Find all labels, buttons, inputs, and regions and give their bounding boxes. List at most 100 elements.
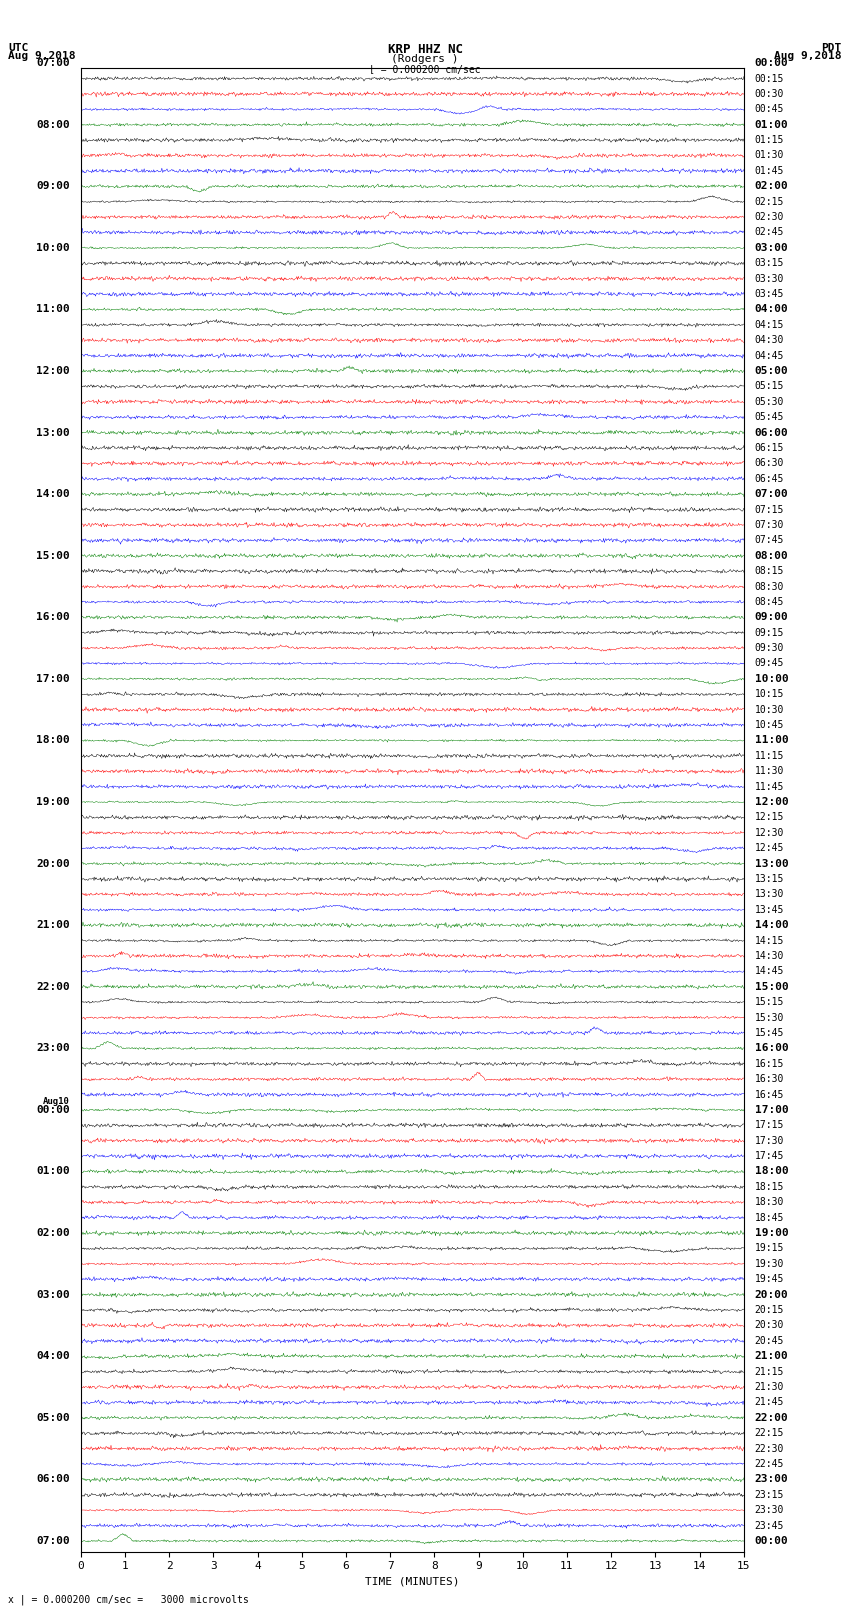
Text: 14:00: 14:00 (755, 919, 789, 931)
Text: 07:00: 07:00 (36, 58, 70, 68)
Text: 11:15: 11:15 (755, 750, 785, 761)
Text: 17:30: 17:30 (755, 1136, 785, 1145)
Text: 10:00: 10:00 (755, 674, 789, 684)
Text: 14:30: 14:30 (755, 952, 785, 961)
Text: 10:45: 10:45 (755, 719, 785, 731)
Text: 20:45: 20:45 (755, 1336, 785, 1345)
Text: 14:00: 14:00 (36, 489, 70, 498)
Text: 02:00: 02:00 (36, 1227, 70, 1239)
Text: 00:00: 00:00 (755, 1536, 789, 1545)
Text: 00:45: 00:45 (755, 105, 785, 115)
Text: 18:15: 18:15 (755, 1182, 785, 1192)
Text: x | = 0.000200 cm/sec =   3000 microvolts: x | = 0.000200 cm/sec = 3000 microvolts (8, 1594, 249, 1605)
Text: 06:45: 06:45 (755, 474, 785, 484)
Text: 12:00: 12:00 (36, 366, 70, 376)
Text: 07:30: 07:30 (755, 519, 785, 531)
Text: 09:00: 09:00 (36, 181, 70, 192)
Text: 01:00: 01:00 (36, 1166, 70, 1176)
Text: 23:45: 23:45 (755, 1521, 785, 1531)
Text: 12:45: 12:45 (755, 844, 785, 853)
Text: 10:15: 10:15 (755, 689, 785, 700)
Text: 04:15: 04:15 (755, 319, 785, 329)
Text: 05:30: 05:30 (755, 397, 785, 406)
Text: 19:15: 19:15 (755, 1244, 785, 1253)
Text: 19:45: 19:45 (755, 1274, 785, 1284)
Text: 17:15: 17:15 (755, 1121, 785, 1131)
Text: 01:45: 01:45 (755, 166, 785, 176)
Text: 05:15: 05:15 (755, 381, 785, 392)
Text: 01:15: 01:15 (755, 135, 785, 145)
Text: 18:00: 18:00 (755, 1166, 789, 1176)
Text: UTC: UTC (8, 44, 29, 53)
Text: 07:00: 07:00 (755, 489, 789, 498)
Text: 17:00: 17:00 (36, 674, 70, 684)
Text: 13:00: 13:00 (755, 858, 789, 869)
Text: 14:45: 14:45 (755, 966, 785, 976)
Text: 21:00: 21:00 (36, 919, 70, 931)
Text: 03:45: 03:45 (755, 289, 785, 298)
Text: (Rodgers ): (Rodgers ) (391, 53, 459, 65)
Text: 15:45: 15:45 (755, 1027, 785, 1037)
Text: 03:00: 03:00 (755, 244, 789, 253)
Text: 08:45: 08:45 (755, 597, 785, 606)
Text: 09:15: 09:15 (755, 627, 785, 637)
Text: 04:30: 04:30 (755, 336, 785, 345)
Text: 23:00: 23:00 (36, 1044, 70, 1053)
Text: 05:00: 05:00 (36, 1413, 70, 1423)
Text: 16:00: 16:00 (36, 613, 70, 623)
Text: 11:45: 11:45 (755, 782, 785, 792)
Text: 00:15: 00:15 (755, 74, 785, 84)
Text: 10:30: 10:30 (755, 705, 785, 715)
Text: 08:00: 08:00 (36, 119, 70, 129)
Text: 14:15: 14:15 (755, 936, 785, 945)
Text: 22:00: 22:00 (36, 982, 70, 992)
Text: 18:45: 18:45 (755, 1213, 785, 1223)
Text: 12:15: 12:15 (755, 813, 785, 823)
Text: 22:15: 22:15 (755, 1428, 785, 1439)
Text: 02:00: 02:00 (755, 181, 789, 192)
Text: 04:00: 04:00 (755, 305, 789, 315)
Text: 13:15: 13:15 (755, 874, 785, 884)
Text: Aug 9,2018: Aug 9,2018 (8, 50, 76, 61)
Text: 20:30: 20:30 (755, 1321, 785, 1331)
Text: 05:45: 05:45 (755, 413, 785, 423)
X-axis label: TIME (MINUTES): TIME (MINUTES) (365, 1578, 460, 1587)
Text: 20:00: 20:00 (755, 1290, 789, 1300)
Text: 08:00: 08:00 (755, 550, 789, 561)
Text: 09:00: 09:00 (755, 613, 789, 623)
Text: 13:00: 13:00 (36, 427, 70, 437)
Text: 06:15: 06:15 (755, 444, 785, 453)
Text: 02:15: 02:15 (755, 197, 785, 206)
Text: 04:00: 04:00 (36, 1352, 70, 1361)
Text: 08:15: 08:15 (755, 566, 785, 576)
Text: 06:00: 06:00 (755, 427, 789, 437)
Text: 16:00: 16:00 (755, 1044, 789, 1053)
Text: 12:00: 12:00 (755, 797, 789, 806)
Text: 02:30: 02:30 (755, 211, 785, 223)
Text: 11:30: 11:30 (755, 766, 785, 776)
Text: 17:45: 17:45 (755, 1152, 785, 1161)
Text: 20:15: 20:15 (755, 1305, 785, 1315)
Text: 11:00: 11:00 (36, 305, 70, 315)
Text: 16:45: 16:45 (755, 1089, 785, 1100)
Text: 21:30: 21:30 (755, 1382, 785, 1392)
Text: 02:45: 02:45 (755, 227, 785, 237)
Text: 03:15: 03:15 (755, 258, 785, 268)
Text: 09:45: 09:45 (755, 658, 785, 668)
Text: 19:00: 19:00 (755, 1227, 789, 1239)
Text: 12:30: 12:30 (755, 827, 785, 837)
Text: 01:30: 01:30 (755, 150, 785, 160)
Text: 21:15: 21:15 (755, 1366, 785, 1376)
Text: 16:30: 16:30 (755, 1074, 785, 1084)
Text: 00:00: 00:00 (755, 58, 789, 68)
Text: 00:30: 00:30 (755, 89, 785, 98)
Text: 13:30: 13:30 (755, 889, 785, 900)
Text: ⌊ = 0.000200 cm/sec: ⌊ = 0.000200 cm/sec (369, 65, 481, 74)
Text: 19:30: 19:30 (755, 1258, 785, 1269)
Text: 09:30: 09:30 (755, 644, 785, 653)
Text: 11:00: 11:00 (755, 736, 789, 745)
Text: 03:00: 03:00 (36, 1290, 70, 1300)
Text: 04:45: 04:45 (755, 350, 785, 361)
Text: 15:00: 15:00 (36, 550, 70, 561)
Text: KRP HHZ NC: KRP HHZ NC (388, 44, 462, 56)
